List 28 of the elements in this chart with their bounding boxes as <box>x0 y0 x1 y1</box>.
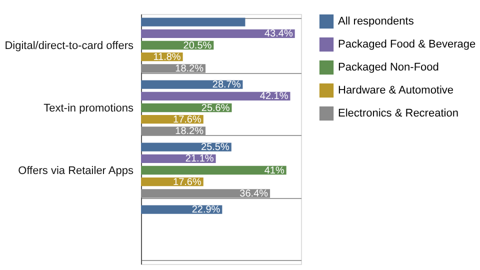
y-tick-label: Offers via Retailer Apps <box>18 164 134 177</box>
bar <box>141 166 286 175</box>
y-tick-label: Digital/direct-to-card offers <box>4 40 134 52</box>
legend-label: All respondents <box>338 16 414 28</box>
data-label: 43.4% <box>264 28 293 40</box>
data-label: 42.1% <box>260 91 288 102</box>
legend-label: Packaged Food & Beverage <box>338 38 476 50</box>
bar <box>141 29 295 38</box>
data-label: 21.1% <box>185 154 214 165</box>
data-label: 28.7% <box>212 80 241 91</box>
data-label: 17.6% <box>173 114 202 126</box>
data-label: 18.2% <box>175 63 204 74</box>
data-label: 36.4% <box>240 188 268 200</box>
data-label: 20.5% <box>183 40 212 52</box>
y-tick-label: Text-in promotions <box>44 102 134 114</box>
data-label: 25.5% <box>201 142 230 154</box>
data-label: 11.8% <box>153 52 181 63</box>
data-label: 22.9% <box>192 204 220 216</box>
data-label: 25.6% <box>201 102 230 114</box>
data-label: 41% <box>264 165 284 176</box>
data-label: 18.2% <box>175 126 204 137</box>
legend-label: Hardware & Automotive <box>338 84 454 96</box>
data-label: 17.6% <box>173 176 202 188</box>
legend-label: Packaged Non-Food <box>338 62 439 74</box>
bar <box>141 92 290 101</box>
legend-label: Electronics & Recreation <box>338 108 458 120</box>
bar <box>141 189 270 198</box>
bar <box>141 18 246 26</box>
